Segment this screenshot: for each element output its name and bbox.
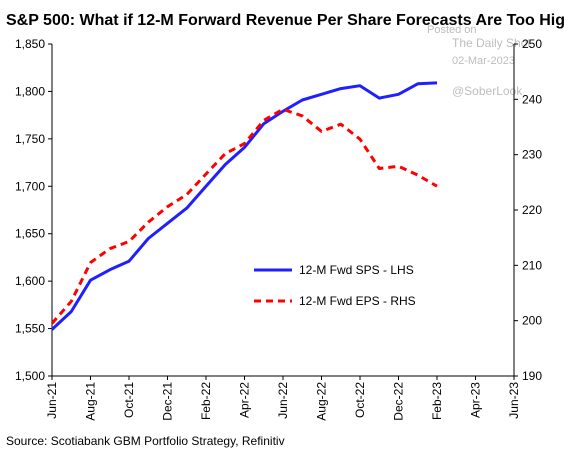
x-tick-label: Aug-21 bbox=[84, 382, 98, 421]
watermark-posted-on: Posted on bbox=[427, 24, 477, 36]
left-tick-label: 1,650 bbox=[15, 227, 45, 241]
right-tick-label: 240 bbox=[522, 92, 542, 106]
left-tick-label: 1,800 bbox=[15, 84, 45, 98]
x-axis-ticks: Jun-21 Aug-21 Oct-21 Dec-21 Feb-22 Apr-22 Jun-… bbox=[45, 376, 521, 421]
watermark-handle: @SoberLook bbox=[452, 84, 523, 98]
left-axis-ticks: 1,500 1,550 1,600 1,650 1,700 1,750 1,800 1,850 bbox=[15, 37, 52, 383]
x-tick-label: Dec-22 bbox=[392, 382, 406, 421]
source-note: Source: Scotiabank GBM Portfolio Strateg… bbox=[6, 434, 285, 448]
x-tick-label: Jun-23 bbox=[507, 382, 521, 419]
x-tick-label: Oct-22 bbox=[353, 382, 367, 418]
watermark: Posted on The Daily Shot 02-Mar-2023 @So… bbox=[427, 24, 531, 98]
legend-label-sps: 12-M Fwd SPS - LHS bbox=[299, 263, 414, 277]
x-tick-label: Jun-22 bbox=[276, 382, 290, 419]
watermark-date: 02-Mar-2023 bbox=[452, 55, 515, 67]
x-tick-label: Jun-21 bbox=[45, 382, 59, 419]
right-tick-label: 210 bbox=[522, 258, 542, 272]
right-tick-label: 200 bbox=[522, 314, 542, 328]
watermark-site: The Daily Shot bbox=[452, 36, 531, 50]
left-tick-label: 1,550 bbox=[15, 322, 45, 336]
x-tick-label: Aug-22 bbox=[315, 382, 329, 421]
left-tick-label: 1,700 bbox=[15, 179, 45, 193]
left-tick-label: 1,750 bbox=[15, 132, 45, 146]
x-tick-label: Oct-21 bbox=[122, 382, 136, 418]
chart-title: S&P 500: What if 12-M Forward Revenue Pe… bbox=[6, 12, 564, 29]
right-axis-ticks: 190 200 210 220 230 240 250 bbox=[514, 37, 542, 383]
series-line-eps bbox=[50, 107, 438, 325]
x-tick-label: Apr-22 bbox=[238, 382, 252, 418]
right-tick-label: 190 bbox=[522, 369, 542, 383]
right-tick-label: 250 bbox=[522, 37, 542, 51]
x-tick-label: Apr-23 bbox=[469, 382, 483, 418]
series-layer bbox=[50, 81, 438, 331]
left-tick-label: 1,500 bbox=[15, 369, 45, 383]
left-tick-label: 1,600 bbox=[15, 274, 45, 288]
x-tick-label: Feb-22 bbox=[199, 382, 213, 420]
x-tick-label: Dec-21 bbox=[161, 382, 175, 421]
x-tick-label: Feb-23 bbox=[430, 382, 444, 420]
left-tick-label: 1,850 bbox=[15, 37, 45, 51]
right-tick-label: 230 bbox=[522, 148, 542, 162]
right-tick-label: 220 bbox=[522, 203, 542, 217]
legend-label-eps: 12-M Fwd EPS - RHS bbox=[299, 294, 416, 308]
series-line-sps bbox=[50, 81, 438, 331]
legend: 12-M Fwd SPS - LHS 12-M Fwd EPS - RHS bbox=[254, 263, 416, 308]
